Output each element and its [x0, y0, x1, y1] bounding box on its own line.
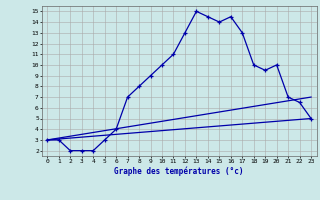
X-axis label: Graphe des températures (°c): Graphe des températures (°c)	[115, 167, 244, 176]
